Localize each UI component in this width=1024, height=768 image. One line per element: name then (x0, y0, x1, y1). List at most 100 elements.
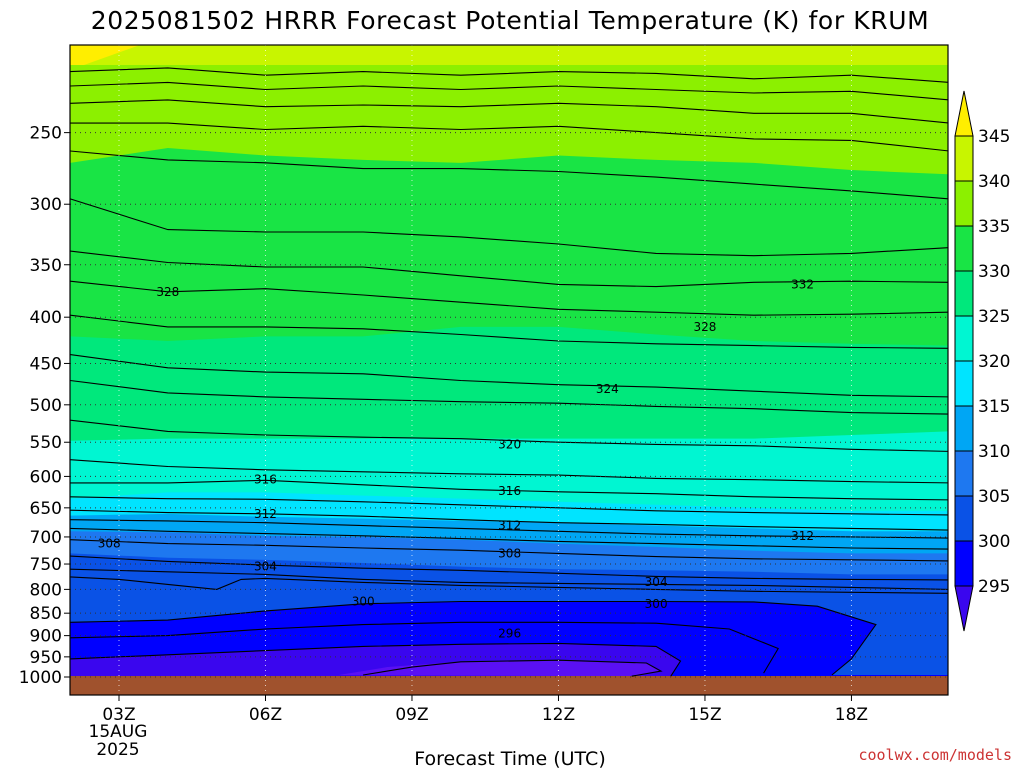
y-tick-label: 800 (30, 580, 62, 600)
contour-label-296: 296 (498, 626, 521, 640)
contour-label-text: 300 (645, 597, 668, 611)
contour-label-332: 332 (791, 277, 814, 291)
contour-label-text: 328 (694, 320, 717, 334)
contour-label-text: 312 (498, 519, 521, 533)
y-tick-label: 850 (30, 604, 62, 624)
colorbar-label: 335 (978, 217, 1010, 237)
colorbar: 295 300 305 310 315 320 325 330 335 340 345 (954, 90, 1010, 632)
field-yellow-wedge (70, 45, 140, 70)
contour-label-text: 312 (254, 507, 277, 521)
contour-label-text: 308 (98, 537, 121, 551)
contour-loop-0 (70, 600, 877, 676)
contour-line-4 (70, 150, 948, 200)
contour-label-text: 332 (791, 277, 814, 291)
colorbar-label: 325 (978, 307, 1010, 327)
colorbar-label: 310 (978, 442, 1010, 462)
contour-label-text: 316 (498, 484, 521, 498)
colorbar-label: 300 (978, 532, 1010, 552)
contour-line-6 (70, 250, 948, 288)
chart-title: 2025081502 HRRR Forecast Potential Tempe… (91, 6, 930, 35)
contour-label-text: 304 (645, 575, 668, 589)
contour-label-328: 328 (156, 285, 179, 299)
x-tick-label: 03Z (102, 705, 135, 725)
y-tick-label: 400 (30, 308, 62, 328)
x-tick-label: 09Z (395, 705, 428, 725)
x-axis-label: Forecast Time (UTC) (414, 748, 605, 768)
contour-label-text: 296 (498, 626, 521, 640)
plot-frame (69, 44, 949, 696)
colorbar-segment (954, 270, 974, 317)
contour-line-0 (70, 67, 948, 83)
x-axis: 03Z 06Z 09Z 12Z 15Z 18Z (102, 695, 868, 725)
colorbar-label: 345 (978, 127, 1010, 147)
x-tick-label: 18Z (835, 705, 868, 725)
y-tick-label: 750 (30, 555, 62, 575)
contour-label-304: 304 (645, 575, 668, 589)
colorbar-segment (954, 135, 974, 182)
y-tick-label: 900 (30, 627, 62, 647)
colorbar-segment (954, 360, 974, 407)
colorbar-label: 305 (978, 487, 1010, 507)
contour-line-18 (70, 539, 948, 562)
y-tick-label: 650 (30, 499, 62, 519)
contour-line-2 (70, 99, 948, 124)
contour-line-11 (70, 419, 948, 452)
contour-label-300: 300 (352, 594, 375, 608)
contour-line-7 (70, 280, 948, 316)
contour-line-10 (70, 379, 948, 415)
contour-label-text: 300 (352, 594, 375, 608)
colorbar-segment (954, 225, 974, 272)
y-tick-label: 350 (30, 256, 62, 276)
x-tick-label: 15Z (688, 705, 721, 725)
colorbar-label: 320 (978, 352, 1010, 372)
contour-line-13 (70, 479, 948, 501)
contour-line-16 (70, 519, 948, 539)
y-tick-label: 300 (30, 195, 62, 215)
contour-line-19 (70, 555, 948, 581)
y-tick-label: 500 (30, 396, 62, 416)
x-tick-label: 12Z (542, 705, 575, 725)
contour-label-308: 308 (98, 537, 121, 551)
contour-line-21 (70, 576, 948, 594)
contour-label-312: 312 (254, 507, 277, 521)
contour-label-328: 328 (694, 320, 717, 334)
contour-loop-1 (70, 621, 780, 674)
y-tick-label: 450 (30, 354, 62, 374)
contour-label-text: 308 (498, 546, 521, 560)
contour-label-text: 312 (791, 529, 814, 543)
x-date-line-1: 15AUG (89, 722, 148, 742)
contour-label-300: 300 (645, 597, 668, 611)
contour-label-308: 308 (498, 546, 521, 560)
colorbar-max-triangle (954, 90, 974, 137)
y-axis: 250 300 350 400 450 500 550 600 650 700 750 800 850 9… (19, 124, 70, 688)
contour-label-320: 320 (498, 437, 521, 451)
contour-label-316: 316 (498, 484, 521, 498)
contour-label-312: 312 (498, 519, 521, 533)
colorbar-label: 315 (978, 397, 1010, 417)
contour-label-text: 304 (254, 560, 277, 574)
colorbar-segment (954, 495, 974, 542)
y-tick-label: 550 (30, 433, 62, 453)
contour-label-text: 316 (254, 473, 277, 487)
contour-line-20 (70, 568, 948, 590)
contour-loop-2 (70, 642, 682, 677)
credit-text: coolwx.com/models (858, 746, 1012, 764)
contour-line-3 (70, 122, 948, 152)
colorbar-label: 295 (978, 577, 1010, 597)
contour-line-12 (70, 459, 948, 484)
x-date-line-2: 2025 (96, 740, 139, 760)
contour-label-316: 316 (254, 473, 277, 487)
field-294K-core (338, 660, 662, 677)
contour-line-9 (70, 354, 948, 398)
colorbar-segment (954, 540, 974, 587)
contour-line-17 (70, 527, 948, 550)
colorbar-label: 340 (978, 172, 1010, 192)
colorbar-label: 330 (978, 262, 1010, 282)
colorbar-segment (954, 405, 974, 452)
y-tick-label: 950 (30, 648, 62, 668)
contour-label-312: 312 (791, 529, 814, 543)
contour-label-text: 324 (596, 382, 619, 396)
colorbar-segment (954, 180, 974, 227)
contour-line-5 (70, 198, 948, 257)
contour-line-15 (70, 509, 948, 531)
